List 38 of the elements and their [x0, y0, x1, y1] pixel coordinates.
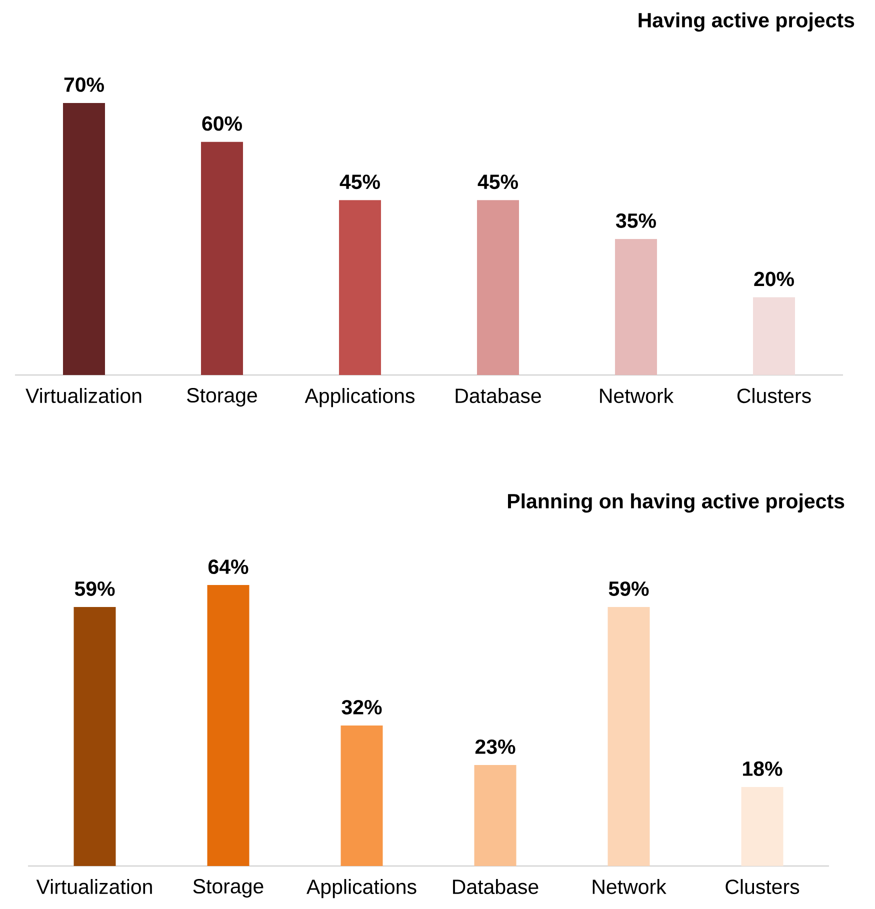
data-label: 59%	[74, 581, 115, 596]
data-label: 45%	[340, 174, 380, 190]
bar	[615, 238, 657, 375]
data-label: 23%	[475, 739, 516, 754]
bar	[741, 786, 784, 866]
chart-title: Planning on having active projects	[508, 493, 844, 513]
x-tick-label: Virtualization	[36, 879, 152, 894]
x-tick-label: Applications	[304, 388, 415, 408]
data-label: 70%	[64, 77, 104, 92]
bar	[207, 585, 250, 866]
data-label: 60%	[202, 116, 242, 131]
x-tick-label: Storage	[187, 388, 257, 407]
x-tick-label: Database	[456, 388, 541, 404]
bar	[63, 102, 105, 375]
x-tick-label: Network	[592, 879, 666, 894]
x-tick-label: Storage	[193, 879, 264, 898]
x-tick-label: Clusters	[726, 879, 800, 894]
data-label: 64%	[208, 559, 248, 574]
bar	[339, 200, 381, 375]
bar	[74, 606, 116, 866]
bar	[340, 726, 383, 866]
data-label: 59%	[608, 581, 649, 596]
data-label: 35%	[616, 213, 656, 228]
chart-title: Having active projects	[638, 12, 854, 32]
data-label: 20%	[754, 272, 794, 286]
bar	[201, 142, 243, 375]
data-label: 18%	[743, 761, 782, 776]
x-tick-label: Network	[600, 388, 674, 404]
data-label: 45%	[478, 174, 518, 190]
x-tick-label: Virtualization	[26, 388, 142, 404]
bar	[608, 606, 650, 866]
bar	[753, 297, 795, 375]
bar	[476, 200, 519, 375]
x-tick-label: Applications	[306, 879, 416, 898]
x-tick-label: Database	[453, 879, 538, 894]
bar	[474, 765, 516, 866]
data-label: 32%	[342, 700, 382, 714]
x-tick-label: Clusters	[737, 388, 811, 404]
